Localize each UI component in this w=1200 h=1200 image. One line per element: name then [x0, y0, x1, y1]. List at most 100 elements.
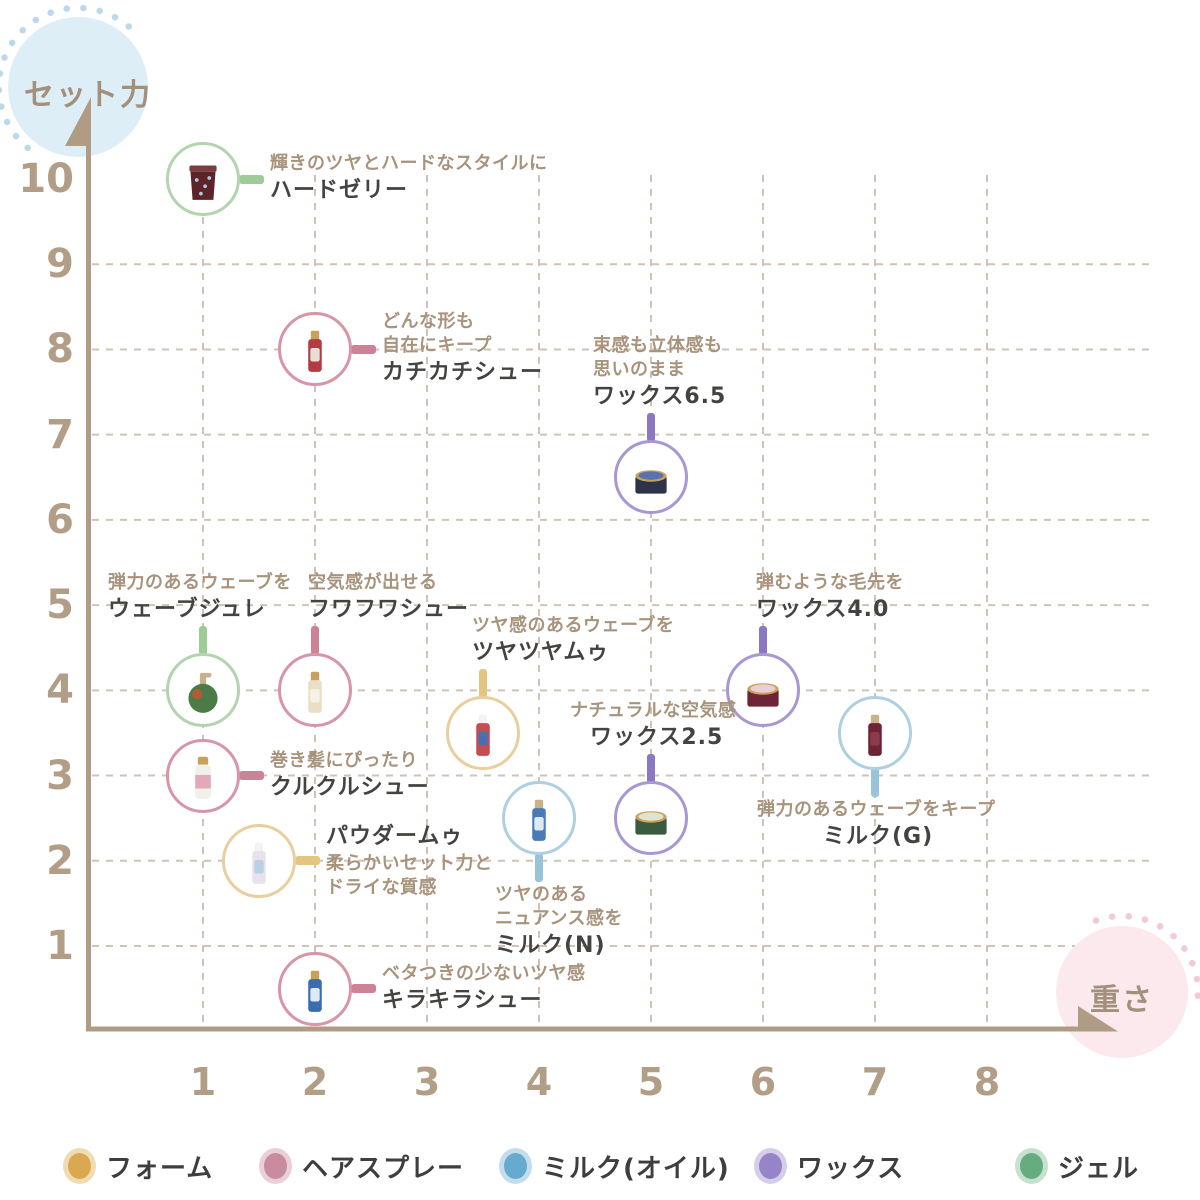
product-name: クルクルシュー	[270, 774, 430, 800]
point-milk-g	[838, 695, 912, 770]
connector-wax-40	[759, 626, 767, 656]
point-label-wave-jure: 弾力のあるウェーブをウェーブジュレ	[108, 571, 292, 625]
wave-jure-product-icon	[188, 673, 218, 714]
connector-wave-jure	[199, 626, 207, 656]
product-desc: ベタつきの少ないツヤ感	[382, 962, 586, 984]
point-label-milk-g: 弾力のあるウェーブをキープ ミルク(G)	[757, 798, 995, 852]
point-fuwafuwa-shu	[278, 653, 352, 728]
legend-item-spray: ヘアスプレー	[264, 1136, 464, 1196]
y-axis-arrow-icon	[65, 97, 91, 146]
x-tick-5: 5	[637, 1060, 665, 1104]
weight-dotted-arc	[1092, 912, 1200, 1015]
wax-40-product-icon	[747, 683, 779, 707]
connector-wax-65	[647, 413, 655, 443]
x-tick-1: 1	[189, 1060, 217, 1104]
connector-tsuyatsuya-mu	[479, 668, 487, 698]
product-desc: 弾力のあるウェーブを	[108, 572, 292, 594]
product-desc: ツヤ感のあるウェーブを	[472, 614, 675, 636]
point-milk-n	[502, 781, 576, 856]
connector-milk-n	[535, 853, 543, 883]
product-desc: ニュアンス感を	[495, 908, 624, 930]
x-tick-2: 2	[301, 1060, 329, 1104]
x-tick-3: 3	[413, 1060, 441, 1104]
product-name: パウダームゥ	[326, 823, 464, 849]
x-tick-4: 4	[525, 1060, 553, 1104]
product-name: ミルク(N)	[495, 933, 606, 959]
x-tick-8: 8	[973, 1060, 1001, 1104]
fuwafuwa-shu-product-icon	[308, 672, 322, 714]
point-label-wax-40: 弾むような毛先を ワックス4.0	[756, 571, 904, 625]
product-desc: 空気感が出せる	[308, 572, 438, 594]
connector-wax-25	[647, 754, 655, 784]
point-wax-25	[614, 781, 688, 856]
kurukuru-shu-product-icon	[195, 756, 211, 799]
y-tick-8: 8	[46, 326, 74, 373]
legend-label-spray: ヘアスプレー	[302, 1153, 465, 1184]
connector-kachikachi-shu	[351, 344, 376, 354]
legend-item-gel: ジェル	[1020, 1136, 1139, 1196]
point-label-kachikachi-shu: どんな形も 自在にキープ カチカチシュー	[382, 310, 543, 388]
product-desc: 束感も立体感も	[593, 335, 723, 357]
point-label-fuwafuwa-shu: 空気感が出せるフワフワシュー	[308, 571, 469, 625]
product-name: ツヤツヤムゥ	[472, 639, 610, 665]
legend-item-milk: ミルク(オイル)	[504, 1136, 730, 1196]
connector-fuwafuwa-shu	[311, 626, 319, 656]
y-tick-6: 6	[46, 496, 74, 543]
legend-label-gel: ジェル	[1058, 1153, 1140, 1184]
kachikachi-shu-product-icon	[308, 331, 322, 373]
powder-mu-product-icon	[252, 842, 266, 884]
point-label-wax-25: ナチュラルな空気感 ワックス2.5	[570, 699, 737, 753]
point-label-milk-n: ツヤのある ニュアンス感をミルク(N)	[495, 883, 623, 961]
set-power-dotted-arc	[0, 4, 133, 155]
point-kirakira-shu	[278, 951, 352, 1026]
y-tick-4: 4	[46, 667, 74, 714]
point-kurukuru-shu	[166, 738, 240, 813]
legend-dot-wax	[759, 1153, 782, 1179]
legend-dot-gel	[1020, 1153, 1043, 1179]
point-wax-40	[726, 653, 800, 728]
wax-65-product-icon	[635, 470, 667, 494]
milk-g-product-icon	[868, 714, 882, 756]
product-name: ワックス6.5	[593, 384, 727, 410]
connector-milk-g	[871, 767, 879, 797]
point-wax-65	[614, 440, 688, 515]
point-label-powder-mu: パウダームゥ柔らかいセット力と ドライな質感	[326, 822, 493, 900]
y-tick-2: 2	[46, 837, 74, 884]
product-desc: どんな形も	[382, 311, 475, 333]
y-tick-3: 3	[46, 752, 74, 799]
connector-kurukuru-shu	[239, 771, 264, 781]
product-desc: ツヤのある	[495, 884, 588, 906]
point-label-tsuyatsuya-mu: ツヤ感のあるウェーブをツヤツヤムゥ	[472, 614, 674, 668]
point-label-wax-65: 束感も立体感も 思いのままワックス6.5	[593, 334, 726, 412]
point-wave-jure	[166, 653, 240, 728]
product-name: フワフワシュー	[308, 597, 470, 623]
product-desc: 自在にキープ	[382, 335, 492, 357]
product-desc: 思いのまま	[593, 359, 686, 381]
set-power-bubble	[8, 17, 148, 157]
point-powder-mu	[222, 823, 296, 898]
product-name: ハードゼリー	[270, 178, 409, 203]
x-axis-arrow-icon	[1078, 1006, 1118, 1032]
product-desc: ドライな質感	[326, 876, 437, 898]
y-tick-7: 7	[46, 411, 74, 458]
wax-25-product-icon	[635, 811, 667, 835]
point-tsuyatsuya-mu	[446, 695, 520, 770]
point-hard-jelly	[166, 142, 240, 216]
point-label-kurukuru-shu: 巻き髪にぴったり クルクルシュー	[270, 749, 430, 803]
product-name: ウェーブジュレ	[108, 597, 266, 623]
y-tick-1: 1	[46, 922, 74, 969]
kirakira-shu-product-icon	[308, 970, 322, 1012]
connector-kirakira-shu	[351, 984, 376, 994]
legend-item-foam: フォーム	[68, 1136, 213, 1196]
product-name: ワックス2.5	[590, 725, 724, 751]
legend-dot-milk	[504, 1153, 527, 1179]
product-name: キラキラシュー	[382, 987, 543, 1013]
connector-hard-jelly	[239, 174, 264, 184]
product-desc: 輝きのツヤとハードなスタイルに	[270, 153, 548, 174]
product-desc: 柔らかいセット力と	[326, 852, 493, 874]
legend: フォーム ヘアスプレー ミルク(オイル) ワックス ジェル	[0, 1136, 1200, 1196]
point-label-hard-jelly: 輝きのツヤとハードなスタイルにハードゼリー	[270, 152, 548, 206]
